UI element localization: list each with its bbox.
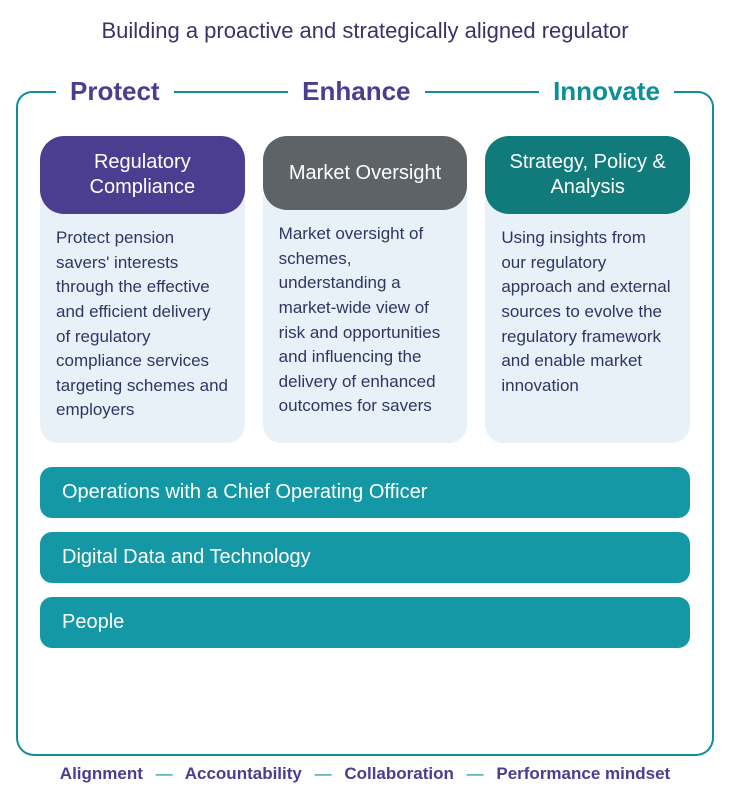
frame-segment — [674, 91, 696, 93]
pillar-market-oversight: Market Oversight Market oversight of sch… — [263, 136, 468, 443]
footer-value: Alignment — [60, 764, 143, 783]
footer-dash: — — [459, 764, 492, 783]
pillar-body: Protect pension savers' interests throug… — [40, 200, 245, 443]
footer-value: Collaboration — [344, 764, 454, 783]
content-area: Regulatory Compliance Protect pension sa… — [40, 136, 690, 648]
pillar-regulatory-compliance: Regulatory Compliance Protect pension sa… — [40, 136, 245, 443]
pillars-row: Regulatory Compliance Protect pension sa… — [40, 136, 690, 443]
pillar-head: Strategy, Policy & Analysis — [485, 136, 690, 214]
bar-people: People — [40, 597, 690, 648]
top-label-enhance: Enhance — [288, 76, 424, 107]
footer-dash: — — [307, 764, 340, 783]
top-label-protect: Protect — [56, 76, 174, 107]
frame-segment — [34, 91, 56, 93]
footer-dash: — — [148, 764, 181, 783]
top-label-innovate: Innovate — [539, 76, 674, 107]
footer-value: Performance mindset — [496, 764, 670, 783]
page-title: Building a proactive and strategically a… — [0, 18, 730, 44]
frame-segment — [174, 91, 289, 93]
footer-values: Alignment — Accountability — Collaborati… — [0, 764, 730, 784]
bar-operations: Operations with a Chief Operating Office… — [40, 467, 690, 518]
top-label-row: Protect Enhance Innovate — [16, 76, 714, 107]
pillar-body: Market oversight of schemes, understandi… — [263, 196, 468, 443]
frame-segment — [425, 91, 540, 93]
footer-value: Accountability — [185, 764, 302, 783]
pillar-head: Market Oversight — [263, 136, 468, 210]
pillar-head: Regulatory Compliance — [40, 136, 245, 214]
pillar-body: Using insights from our regulatory appro… — [485, 200, 690, 443]
pillar-strategy-policy-analysis: Strategy, Policy & Analysis Using insigh… — [485, 136, 690, 443]
bar-digital-data-technology: Digital Data and Technology — [40, 532, 690, 583]
bars-column: Operations with a Chief Operating Office… — [40, 467, 690, 648]
frame-corner-left — [16, 91, 34, 109]
frame-corner-right — [696, 91, 714, 109]
